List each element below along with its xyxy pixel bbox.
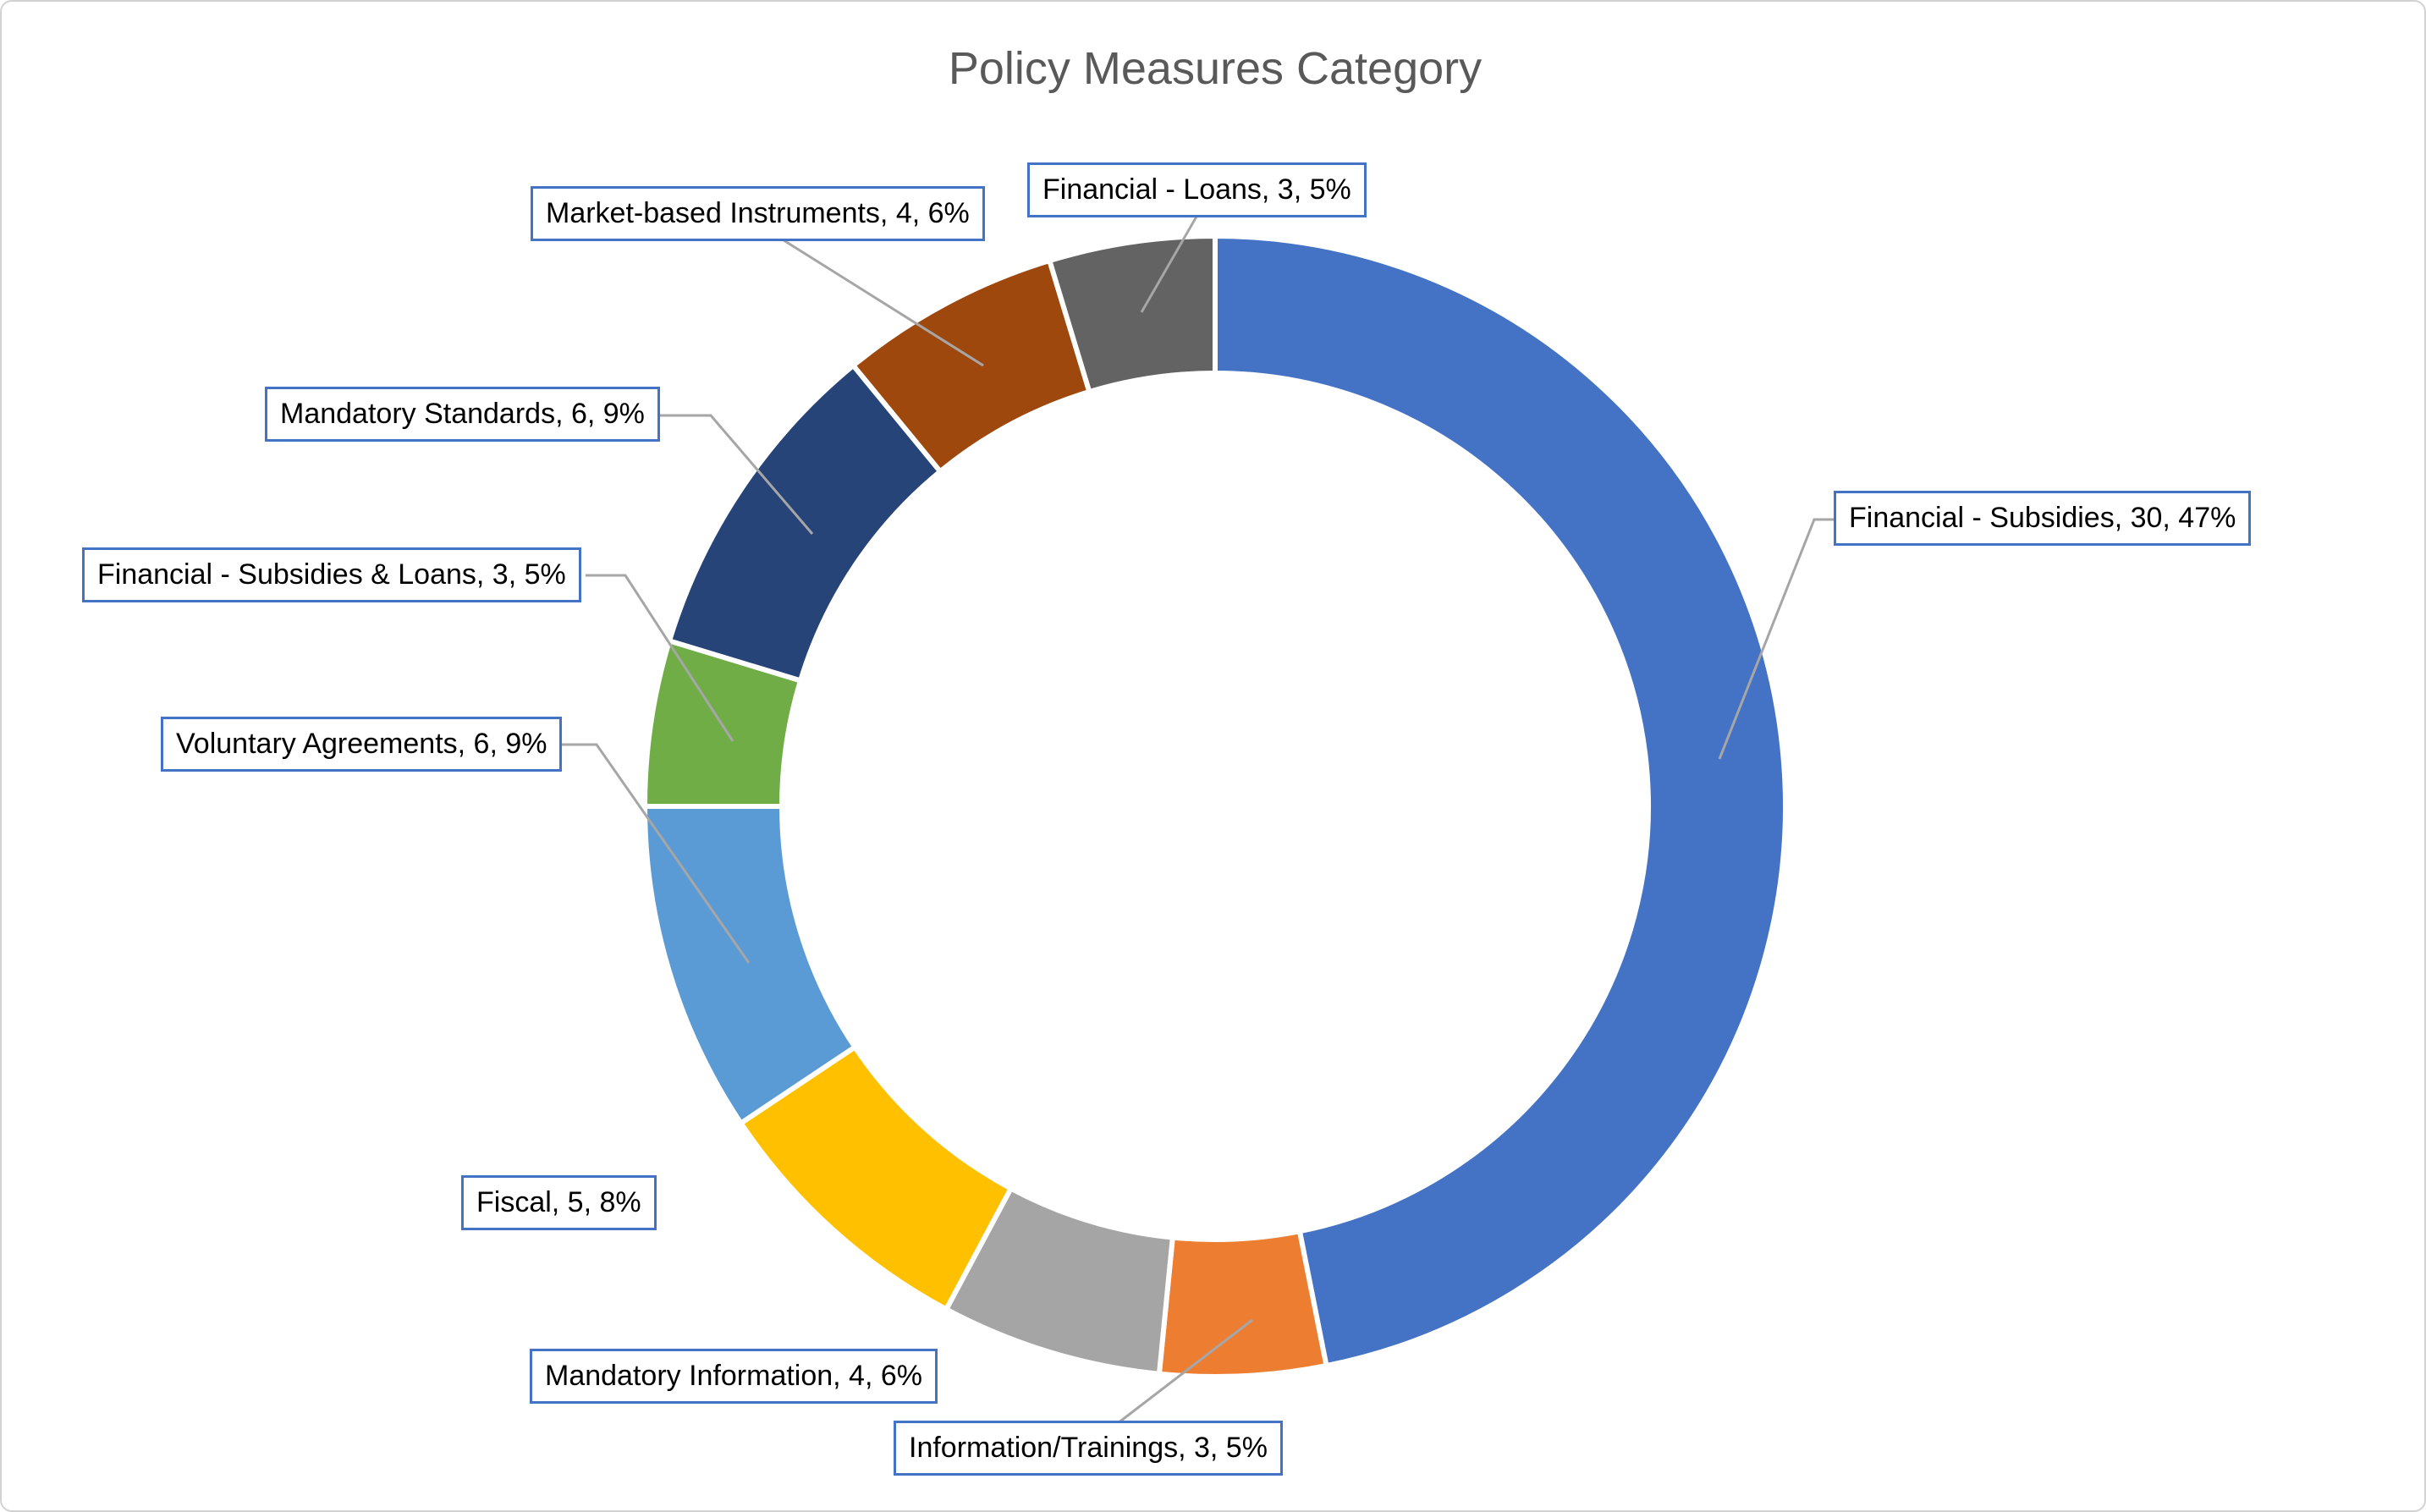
data-label-financial-subsidies-loans: Financial - Subsidies & Loans, 3, 5% bbox=[82, 547, 581, 602]
data-label-fiscal: Fiscal, 5, 8% bbox=[461, 1175, 657, 1230]
donut-slice-financial-subsidies bbox=[1213, 234, 1789, 1369]
data-label-voluntary-agreements: Voluntary Agreements, 6, 9% bbox=[161, 717, 563, 772]
data-label-mandatory-information: Mandatory Information, 4, 6% bbox=[530, 1349, 938, 1404]
data-label-market-based-instruments: Market-based Instruments, 4, 6% bbox=[531, 186, 985, 241]
donut-slice-financial-loans bbox=[1047, 234, 1218, 395]
leader-line-mandatory-standards bbox=[645, 414, 814, 535]
data-label-financial-loans: Financial - Loans, 3, 5% bbox=[1027, 162, 1367, 217]
leader-line-information-trainings bbox=[1106, 1318, 1253, 1433]
data-label-financial-subsidies: Financial - Subsidies, 30, 47% bbox=[1834, 491, 2252, 546]
leader-line-financial-subsidies-loans bbox=[586, 574, 734, 742]
chart-title: Policy Measures Category bbox=[948, 43, 1483, 94]
data-label-mandatory-standards: Mandatory Standards, 6, 9% bbox=[265, 387, 660, 442]
leader-line-market-based-instruments bbox=[767, 228, 984, 367]
leader-line-financial-loans bbox=[1140, 204, 1205, 313]
donut-slice-information-trainings bbox=[1156, 1229, 1329, 1379]
data-label-information-trainings: Information/Trainings, 3, 5% bbox=[894, 1421, 1283, 1476]
